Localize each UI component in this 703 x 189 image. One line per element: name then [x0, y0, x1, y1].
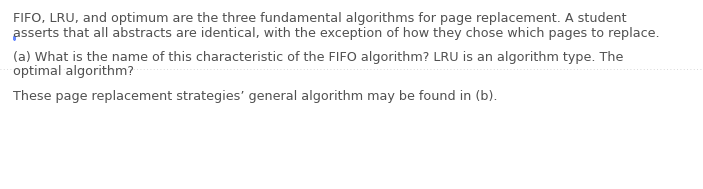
- Text: asserts that all abstracts are identical, with the exception of how they chose w: asserts that all abstracts are identical…: [13, 26, 659, 40]
- Text: (a) What is the name of this characteristic of the FIFO algorithm? LRU is an alg: (a) What is the name of this characteris…: [13, 51, 624, 64]
- Text: FIFO, LRU, and optimum are the three fundamental algorithms for page replacement: FIFO, LRU, and optimum are the three fun…: [13, 12, 626, 25]
- Text: These page replacement strategies’ general algorithm may be found in (b).: These page replacement strategies’ gener…: [13, 90, 498, 103]
- Text: optimal algorithm?: optimal algorithm?: [13, 66, 134, 78]
